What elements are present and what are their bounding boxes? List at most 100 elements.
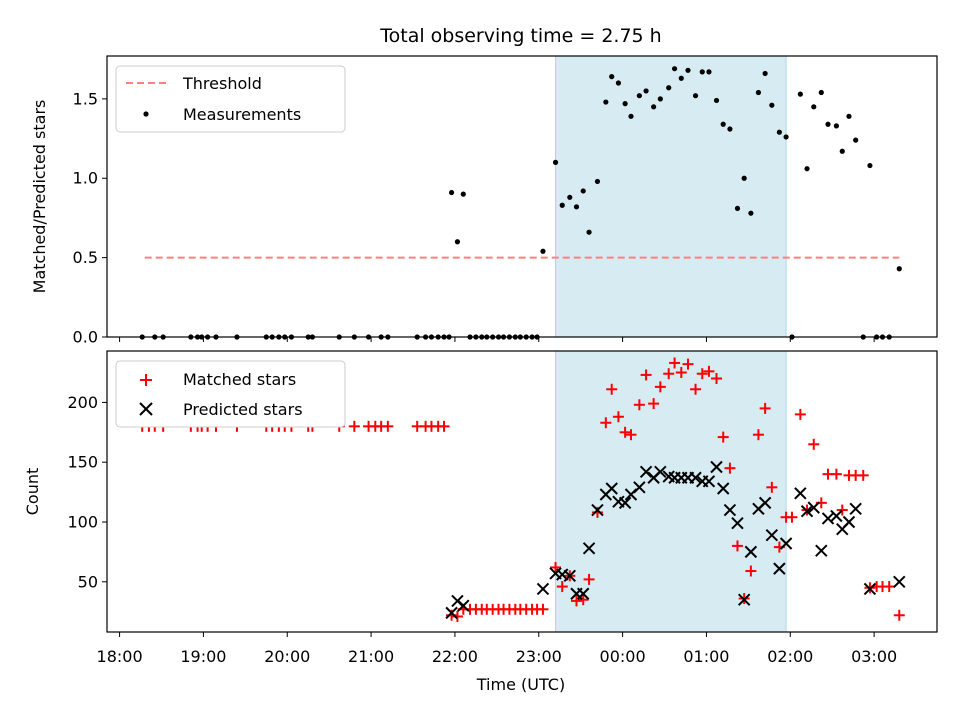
measurement-point [603,99,609,105]
matched-star-point [766,481,778,493]
matched-star-point [382,420,394,432]
matched-star-point [348,420,360,432]
matched-star-point [717,431,729,443]
measurement-point [657,96,663,102]
matched-star-point [808,438,820,450]
top-y-axis-label: Matched/Predicted stars [30,100,49,294]
measurement-point [454,239,461,245]
measurement-point [692,93,699,99]
measurement-point [720,121,726,127]
measurement-point [622,101,628,107]
measurement-point [448,189,455,196]
xtick-label: 03:00 [851,647,897,666]
measurement-point [867,162,873,169]
predicted-star-point [893,575,906,588]
matched-star-point [600,417,612,429]
matched-star-point [857,469,869,481]
matched-star-point [583,573,595,585]
measurement-point [769,102,775,108]
xtick-label: 21:00 [348,647,394,666]
matched-star-point [703,365,715,377]
bottom-ytick-label: 150 [67,453,98,472]
measurement-point [699,69,705,75]
matched-star-point [752,429,764,441]
matched-star-point [619,426,631,438]
top-legend-box [115,65,346,133]
matched-star-point [893,609,905,621]
legend-predicted-label: Predicted stars [183,400,303,419]
predicted-star-point [633,481,646,494]
predicted-star-point [765,528,779,542]
measurement-point [741,175,747,181]
predicted-star-point [744,545,758,559]
top-panel: 0.0 0.5 1.0 1.5 Matched/Predicted stars Thr… [30,55,938,347]
measurement-point [896,266,902,272]
predicted-star-point [702,475,716,488]
legend-measurements-label: Measurements [183,105,301,124]
measurement-point [748,210,754,216]
measurement-point [540,248,546,254]
legend-matched-swatch [140,374,152,386]
matched-star-point [711,373,723,385]
measurement-point [586,229,592,235]
matched-star-point [690,383,702,395]
matched-star-point [438,420,450,432]
matched-star-point [537,603,549,615]
measurement-point [853,137,859,143]
predicted-star-point [591,503,604,517]
legend-predicted-swatch [139,402,153,416]
measurement-point [609,74,615,80]
matched-star-point [570,595,582,607]
predicted-star-point [794,487,807,500]
matched-star-point [577,594,589,606]
xtick-label: 19:00 [180,647,226,666]
xtick-label: 22:00 [432,647,478,666]
measurement-point [776,129,782,135]
top-ytick-label: 1.0 [73,169,98,188]
predicted-star-point [807,501,820,514]
predicted-star-point [723,503,737,517]
measurement-point [727,126,733,132]
measurement-point [797,91,803,97]
measurement-point [594,178,601,185]
legend-threshold-label: Threshold [182,74,262,93]
measurement-point [567,194,573,200]
matched-star-point [648,398,660,410]
predicted-star-point [731,516,744,530]
measurement-point [615,80,622,86]
bottom-legend: Matched stars Predicted stars [115,360,346,428]
bottom-legend-box [115,360,346,428]
measurement-point [706,69,712,75]
matched-star-point [612,411,624,423]
predicted-star-point [689,471,702,484]
xtick-label: 02:00 [767,647,813,666]
measurement-point [734,205,741,212]
bottom-ytick-label: 100 [67,512,98,531]
predicted-star-point [639,465,653,478]
matched-star-point [731,540,743,552]
predicted-star-point [536,582,550,596]
bottom-ytick-label: 50 [78,572,98,591]
matched-star-point [640,369,652,381]
measurement-point [839,148,845,154]
predicted-star-point [779,537,793,550]
predicted-star-point [800,505,814,518]
matched-star-point [663,368,675,380]
measurement-point [636,93,642,99]
bottom-axes-frame [106,350,938,633]
matched-star-point [794,408,806,420]
predicted-star-point [654,465,667,478]
matched-star-point [836,504,848,516]
measurement-point [643,88,649,94]
measurement-point [666,85,672,91]
predicted-star-point [863,582,877,596]
measurement-point [713,97,720,104]
matched-star-point [786,511,798,523]
top-ytick-label: 0.0 [73,328,98,347]
bottom-panel: 50 100 150 200 18:00 19:00 20:00 21:00 22:00 23:… [23,350,938,694]
measurement-point [552,159,559,165]
xtick-label: 18:00 [97,647,143,666]
matched-star-point [556,581,568,593]
matched-star-point [550,561,562,573]
